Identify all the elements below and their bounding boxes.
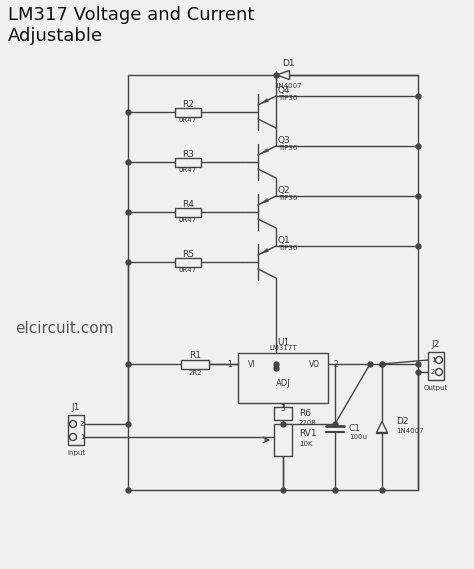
- Text: 0R47: 0R47: [179, 267, 197, 273]
- Polygon shape: [261, 149, 269, 154]
- Text: VI: VI: [248, 360, 256, 369]
- Text: R3: R3: [182, 150, 194, 159]
- Bar: [175, 208, 201, 216]
- Text: 100u: 100u: [349, 434, 367, 440]
- Polygon shape: [276, 71, 290, 80]
- Text: 2R2: 2R2: [188, 370, 202, 376]
- Bar: [274, 424, 292, 456]
- Text: 220R: 220R: [299, 419, 317, 426]
- Bar: [175, 108, 201, 117]
- Text: TIP36: TIP36: [278, 245, 297, 251]
- Text: R5: R5: [182, 249, 194, 258]
- Text: 2: 2: [80, 421, 84, 427]
- Text: Q2: Q2: [278, 185, 291, 195]
- Text: 1N4007: 1N4007: [274, 83, 302, 89]
- Text: R6: R6: [299, 409, 311, 418]
- Text: ADJ: ADJ: [275, 378, 291, 387]
- Polygon shape: [261, 199, 269, 203]
- Bar: [181, 360, 209, 369]
- Text: D1: D1: [282, 59, 294, 68]
- Text: R1: R1: [189, 351, 201, 360]
- Text: LM317T: LM317T: [269, 345, 297, 351]
- Text: Q3: Q3: [278, 135, 291, 145]
- Bar: [428, 352, 444, 380]
- Text: D2: D2: [396, 417, 409, 426]
- Text: 0R47: 0R47: [179, 217, 197, 223]
- Text: VO: VO: [309, 360, 319, 369]
- Text: Q1: Q1: [278, 236, 291, 245]
- Text: Q4: Q4: [278, 85, 291, 94]
- Polygon shape: [261, 98, 269, 104]
- Text: U1: U1: [277, 337, 289, 347]
- Text: 2: 2: [431, 369, 436, 375]
- Circle shape: [70, 434, 76, 440]
- Text: elcircuit.com: elcircuit.com: [15, 320, 113, 336]
- Text: J2: J2: [432, 340, 440, 348]
- Text: C1: C1: [349, 423, 361, 432]
- Bar: [68, 415, 84, 445]
- Bar: [238, 353, 328, 403]
- Text: 1: 1: [80, 434, 84, 440]
- Text: 1: 1: [431, 357, 436, 363]
- Polygon shape: [261, 249, 269, 253]
- Bar: [274, 407, 292, 420]
- Text: J1: J1: [72, 402, 80, 411]
- Text: TIP36: TIP36: [278, 95, 297, 101]
- Circle shape: [436, 369, 443, 376]
- Bar: [175, 158, 201, 167]
- Text: 10K: 10K: [299, 441, 312, 447]
- Text: LM317 Voltage and Current
Adjustable: LM317 Voltage and Current Adjustable: [8, 6, 255, 45]
- Text: 0R47: 0R47: [179, 117, 197, 123]
- Circle shape: [70, 420, 76, 427]
- Text: 1N4007: 1N4007: [396, 428, 424, 434]
- Text: Output: Output: [424, 385, 448, 391]
- Text: R4: R4: [182, 200, 194, 208]
- Polygon shape: [376, 422, 388, 432]
- Text: TIP36: TIP36: [278, 145, 297, 151]
- Circle shape: [436, 357, 443, 364]
- Text: R2: R2: [182, 100, 194, 109]
- Text: 1: 1: [227, 360, 232, 369]
- Bar: [175, 258, 201, 266]
- Text: RV1: RV1: [299, 428, 317, 438]
- Text: 0R47: 0R47: [179, 167, 197, 173]
- Text: 2: 2: [334, 360, 339, 369]
- Text: TIP36: TIP36: [278, 195, 297, 201]
- Text: 3: 3: [281, 403, 285, 413]
- Text: Input: Input: [67, 450, 85, 456]
